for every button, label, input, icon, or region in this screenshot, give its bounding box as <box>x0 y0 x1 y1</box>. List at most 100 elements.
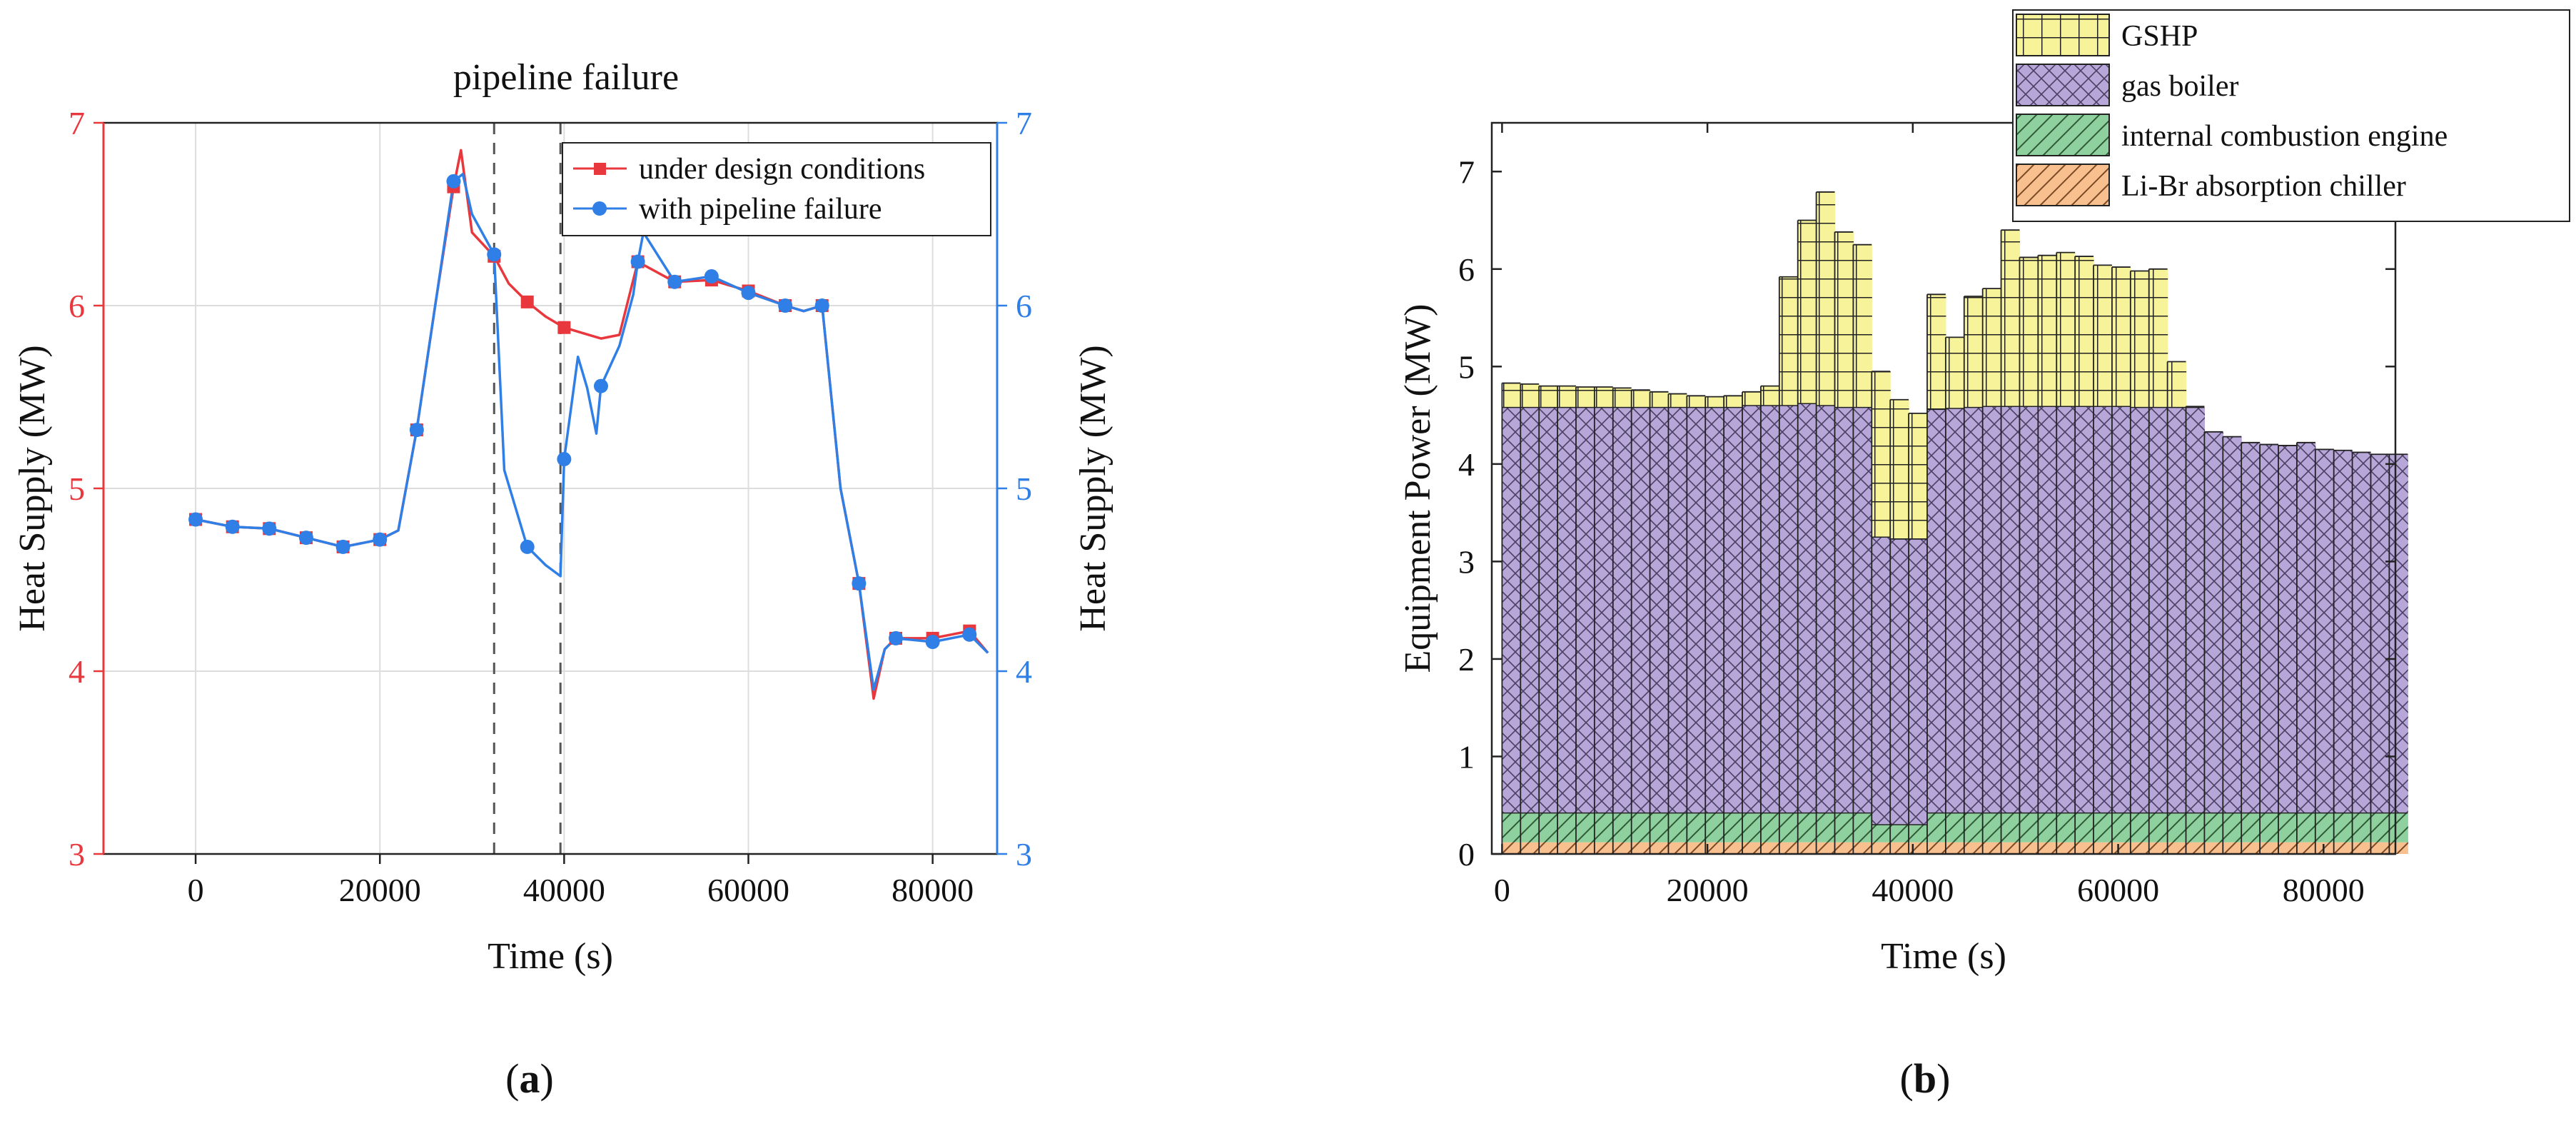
chart-a-title: pipeline failure <box>453 57 679 98</box>
chart-b-gas-boiler-bar <box>1926 409 1946 813</box>
chart-b-y-tick-label: 3 <box>1458 543 1475 580</box>
chart-b-engine-bar <box>1575 813 1595 843</box>
chart-b-gas-boiler-bar <box>2315 449 2335 813</box>
chart-b-x-tick-label: 0 <box>1494 872 1510 908</box>
chart-b-chiller-bar <box>1650 842 1670 854</box>
chart-b-gas-boiler-bar <box>2352 452 2372 813</box>
chart-b-engine-bar <box>2241 813 2261 843</box>
legend-gshp-label: GSHP <box>2121 20 2198 53</box>
chart-b-chiller-bar <box>2223 842 2242 854</box>
chart-b-gas-boiler-bar <box>1779 405 1799 813</box>
chart-b-chiller-bar <box>2389 842 2408 854</box>
chart-b-gas-boiler-bar <box>2333 450 2353 813</box>
chart-b-gshp-bar <box>1890 399 1909 539</box>
chart-b-gshp-bar <box>1557 386 1577 408</box>
chart-b-engine-bar <box>2056 813 2076 843</box>
chart-b-chiller-bar <box>1816 842 1836 854</box>
chart-a-x-tick-label: 40000 <box>523 872 605 908</box>
chart-b-gas-boiler-bar <box>1909 538 1928 825</box>
chart-b-gas-boiler-bar <box>1890 538 1909 825</box>
chart-b-stacked-bars <box>1502 191 2408 854</box>
chart-a-failure-point <box>409 423 424 438</box>
chart-b-gas-boiler-bar <box>2130 407 2150 813</box>
chart-b-chiller-bar <box>2260 842 2279 854</box>
chart-b-gas-boiler-bar <box>2389 454 2408 813</box>
chart-b-gas-boiler-bar <box>1816 405 1836 813</box>
chart-a-left-y-tick-label: 7 <box>69 105 85 141</box>
legend-gas-boiler-label: gas boiler <box>2121 70 2238 103</box>
chart-b-y-axis-label: Equipment Power (MW) <box>1398 303 1438 673</box>
chart-b-chiller-bar <box>1926 842 1946 854</box>
legend-gshp-swatch <box>2016 14 2110 56</box>
chart-a-failure-point <box>225 519 240 534</box>
chart-b-chiller-bar <box>2056 842 2076 854</box>
chart-b-gshp-bar <box>1760 386 1780 406</box>
chart-b-gshp-bar <box>1724 396 1743 408</box>
chart-b-engine-bar <box>1816 813 1836 843</box>
chart-b-engine-bar <box>2019 813 2039 843</box>
chart-b-engine-bar <box>2167 813 2187 843</box>
chart-a-x-tick-label: 0 <box>188 872 204 908</box>
chart-b-gas-boiler-bar <box>1872 537 1891 825</box>
chart-b-engine-bar <box>1724 813 1743 843</box>
chart-b-chiller-bar <box>1834 842 1854 854</box>
chart-a-failure-markers <box>493 123 562 854</box>
chart-a-right-y-tick-label: 3 <box>1016 836 1032 873</box>
chart-b-engine-bar <box>1964 813 1984 843</box>
chart-a-right-y-tick-label: 4 <box>1016 653 1032 690</box>
chart-b-engine-bar <box>1890 825 1909 843</box>
chart-a-left-y-tick-label: 6 <box>69 288 85 324</box>
chart-b-engine-bar <box>2075 813 2094 843</box>
chart-b-engine-bar <box>1502 813 1521 843</box>
chart-b-gas-boiler-bar <box>1575 407 1595 813</box>
chart-a-series <box>188 149 989 700</box>
chart-b-chiller-bar <box>1575 842 1595 854</box>
chart-a-x-ticks: 0 20000 40000 60000 80000 <box>188 854 974 908</box>
legend-engine-label: internal combustion engine <box>2121 120 2448 153</box>
chart-b-gas-boiler-bar <box>2001 406 2021 813</box>
chart-a-failure-point <box>520 539 535 554</box>
chart-b-gas-boiler-bar <box>2167 407 2187 813</box>
chart-b-chiller-bar <box>1890 842 1909 854</box>
chart-b-legend: GSHP gas boiler internal combustion engi… <box>2012 9 2570 222</box>
chart-a-x-tick-label: 20000 <box>339 872 421 908</box>
chart-b-engine-bar <box>2352 813 2372 843</box>
chart-b-y-tick-label: 7 <box>1458 154 1475 190</box>
chart-b-chiller-bar <box>1797 842 1817 854</box>
chart-a-right-y-tick-label: 6 <box>1016 288 1032 324</box>
chart-a-legend: under design conditions with pipeline fa… <box>562 142 991 236</box>
chart-b-gshp-bar <box>1853 244 1872 408</box>
chart-b-gas-boiler-bar <box>2038 406 2057 813</box>
chart-a-x-tick-label: 80000 <box>892 872 974 908</box>
chart-a-failure-point <box>188 512 203 527</box>
chart-b-gas-boiler-bar <box>2204 431 2223 813</box>
chart-b-gshp-bar <box>1650 391 1670 408</box>
chart-b-engine-bar <box>1872 825 1891 843</box>
chart-b-gshp-bar <box>1520 383 1540 408</box>
chart-b-gas-boiler-bar <box>2019 406 2039 813</box>
panel-a: pipeline failure 0 20000 40000 60000 80000 3… <box>12 57 1113 1102</box>
chart-a-failure-point <box>814 298 829 313</box>
chart-b-gshp-bar <box>1797 220 1817 404</box>
chart-b-chiller-bar <box>1853 842 1872 854</box>
chart-b-engine-bar <box>2130 813 2150 843</box>
panel-b: 0 20000 40000 60000 80000 0 1 2 3 4 5 6 7 GSHP gas … <box>1398 9 2570 1102</box>
chart-b-gshp-bar <box>1834 231 1854 408</box>
chart-b-chiller-bar <box>1760 842 1780 854</box>
chart-b-chiller-bar <box>2370 842 2390 854</box>
chart-a-left-y-ticks: 3 4 5 6 7 <box>69 105 103 873</box>
chart-b-gas-boiler-bar <box>2186 407 2206 813</box>
chart-b-x-axis-label: Time (s) <box>1881 936 2006 977</box>
chart-b-chiller-bar <box>1594 842 1614 854</box>
chart-b-gshp-bar <box>1779 276 1799 406</box>
chart-b-engine-bar <box>1612 813 1632 843</box>
chart-b-engine-bar <box>1557 813 1577 843</box>
chart-a-x-axis-label: Time (s) <box>488 936 613 977</box>
chart-b-gas-boiler-bar <box>1705 407 1724 813</box>
chart-b-chiller-bar <box>2186 842 2206 854</box>
chart-b-y-tick-label: 2 <box>1458 641 1475 678</box>
chart-b-chiller-bar <box>2333 842 2353 854</box>
chart-b-gas-boiler-bar <box>2241 442 2261 813</box>
chart-a-failure-point <box>778 298 793 313</box>
